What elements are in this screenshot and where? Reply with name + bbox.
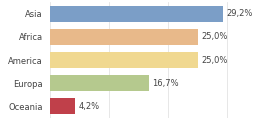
Bar: [50, 98, 75, 114]
Bar: [50, 75, 149, 91]
Bar: [50, 6, 223, 22]
Text: 25,0%: 25,0%: [201, 33, 228, 42]
Text: 29,2%: 29,2%: [226, 9, 253, 18]
Bar: [50, 52, 198, 68]
Bar: [50, 29, 198, 45]
Text: 16,7%: 16,7%: [152, 79, 179, 88]
Text: 4,2%: 4,2%: [79, 102, 100, 111]
Text: 25,0%: 25,0%: [201, 55, 228, 65]
